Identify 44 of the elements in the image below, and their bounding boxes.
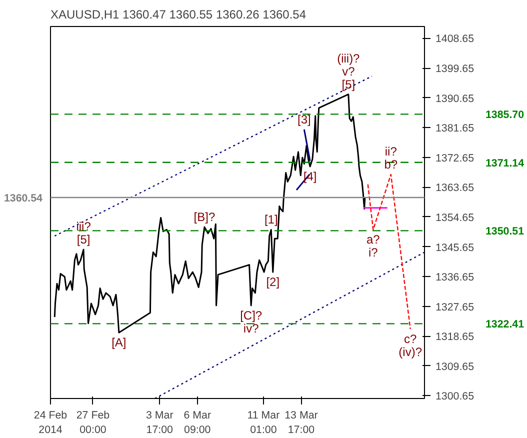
annotation: [C]?	[240, 308, 262, 322]
annotation: ii?	[384, 144, 398, 158]
chart-title: XAUUSD,H1 1360.47 1360.55 1360.26 1360.54	[50, 8, 306, 22]
x-tick-label: 3 Mar 17:00	[146, 410, 174, 436]
y-tick-label: 1372.65	[436, 152, 474, 164]
y-tick-label: 1399.65	[436, 63, 474, 76]
ref-line-label: 1360.54	[4, 192, 43, 204]
annotation: a?	[366, 232, 380, 247]
y-tick-label: 1408.65	[436, 33, 474, 46]
annotation: iii?	[76, 220, 92, 234]
y-tick-label: 1309.65	[436, 360, 474, 373]
annotation: iv?	[243, 322, 260, 336]
annotation: [B]?	[194, 210, 216, 224]
line-series	[54, 94, 366, 334]
x-tick-label: 11 Mar 01:00	[247, 410, 280, 436]
annotation: (iv)?	[398, 345, 422, 359]
ref-line-label: 1371.14	[486, 157, 524, 170]
ref-line-label: 1385.70	[486, 109, 524, 122]
ref-line-label: 1350.51	[486, 226, 524, 238]
x-tick-label: 13 Mar 17:00	[284, 410, 318, 436]
y-tick-label: 1327.65	[436, 301, 474, 314]
annotation: [A]	[112, 336, 126, 350]
y-tick-label: 1300.65	[436, 390, 474, 403]
y-tick-label: 1336.65	[436, 272, 474, 284]
annotation: [5]	[76, 232, 90, 247]
y-tick-label: 1381.65	[436, 122, 474, 135]
line-series	[367, 174, 411, 330]
annotation: [2]	[266, 275, 280, 290]
x-tick-label: 27 Feb 00:00	[76, 410, 110, 436]
x-tick-label: 6 Mar 09:00	[184, 410, 212, 436]
ref-line-label: 1322.41	[486, 318, 524, 331]
annotation: [1]	[264, 212, 278, 227]
y-tick-label: 1345.65	[436, 242, 474, 254]
x-tick-label: 24 Feb 2014	[34, 410, 68, 436]
annotation: c?	[404, 332, 418, 346]
annotation: i?	[368, 246, 378, 260]
annotation: [3]	[297, 112, 311, 126]
y-tick-label: 1390.65	[436, 92, 474, 105]
annotation: [5]	[342, 77, 356, 92]
annotation: (iii)?	[337, 51, 360, 66]
y-tick-label: 1318.65	[436, 331, 474, 344]
y-tick-label: 1354.65	[436, 212, 474, 224]
y-tick-label: 1363.65	[436, 182, 474, 194]
annotation: v?	[342, 64, 356, 78]
